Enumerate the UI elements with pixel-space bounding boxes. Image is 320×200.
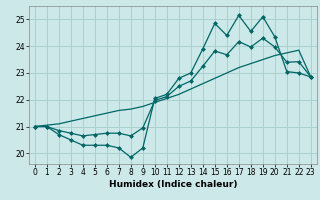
- X-axis label: Humidex (Indice chaleur): Humidex (Indice chaleur): [108, 180, 237, 189]
